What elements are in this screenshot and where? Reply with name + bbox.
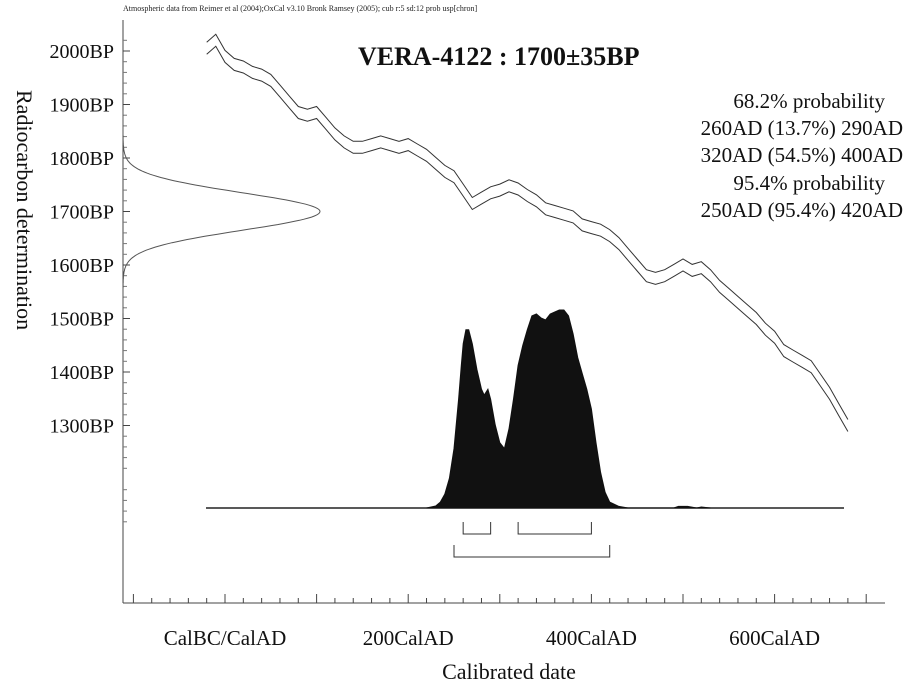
- calibrated-date-distribution: [426, 309, 711, 509]
- x-tick-label: 400CalAD: [546, 626, 637, 650]
- y-tick-label: 2000BP: [50, 41, 114, 63]
- y-tick-label: 1500BP: [50, 309, 114, 331]
- probability-heading: 95.4% probability: [733, 171, 885, 195]
- y-axis-ticks: 2000BP 1900BP 1800BP 1700BP 1600BP 1500BP 1400…: [50, 39, 130, 523]
- x-tick-label: 600CalAD: [729, 626, 820, 650]
- y-tick-label: 1800BP: [50, 148, 114, 170]
- calibration-curve-upper: [206, 33, 849, 420]
- y-tick-label: 1900BP: [50, 95, 114, 117]
- probability-range-text: 250AD (95.4%) 420AD: [701, 198, 903, 222]
- range-95-bracket: [453, 545, 611, 558]
- calibration-curve-lower: [206, 45, 849, 432]
- x-axis-ticks: CalBC/CalAD 200CalAD 400CalAD 600CalAD: [132, 594, 867, 650]
- y-tick-label: 1300BP: [50, 416, 114, 438]
- measurement-distribution: [122, 110, 321, 314]
- range-68-bracket: [462, 522, 492, 535]
- y-tick-label: 1700BP: [50, 202, 114, 224]
- y-axis-label: Radiocarbon determination: [12, 90, 37, 330]
- probability-range-text: 260AD (13.7%) 290AD: [701, 116, 903, 140]
- range-68-bracket: [517, 522, 592, 535]
- y-tick-label: 1600BP: [50, 255, 114, 277]
- header-note: Atmospheric data from Reimer et al (2004…: [123, 4, 477, 13]
- x-tick-label: 200CalAD: [363, 626, 454, 650]
- chart-title: VERA-4122 : 1700±35BP: [358, 42, 640, 71]
- x-tick-label: CalBC/CalAD: [164, 626, 287, 650]
- y-tick-label: 1400BP: [50, 362, 114, 384]
- probability-range-text: 320AD (54.5%) 400AD: [701, 143, 903, 167]
- probability-range-brackets: [453, 522, 611, 558]
- probability-heading: 68.2% probability: [733, 89, 885, 113]
- x-axis-label: Calibrated date: [442, 659, 576, 684]
- probability-summary: 68.2% probability 260AD (13.7%) 290AD 320A…: [701, 89, 903, 222]
